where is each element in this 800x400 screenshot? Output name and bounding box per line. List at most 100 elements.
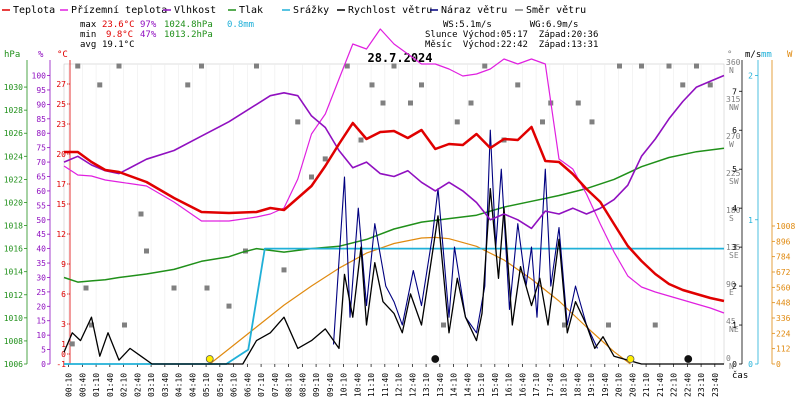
x-tick-label: 15:10 [477, 373, 486, 397]
hpa-tick-label: 1026 [4, 129, 23, 138]
dir-tick-compass: SE [729, 251, 739, 260]
dir-tick-degree: 180 [726, 206, 741, 215]
x-tick-label: 16:40 [518, 373, 527, 397]
solar-tick-label: 672 [776, 268, 791, 277]
hpa-tick-label: 1008 [4, 337, 23, 346]
hpa-tick-label: 1022 [4, 175, 23, 184]
temp-tick-label: 23 [56, 120, 66, 129]
x-tick-label: 20:40 [628, 373, 637, 397]
temp-tick-label: 9 [61, 260, 66, 269]
series-line-vlhkost [63, 74, 725, 230]
x-tick-label: 01:10 [92, 373, 101, 397]
series-line-teplota [64, 121, 725, 303]
dir-tick-degree: 225 [726, 169, 741, 178]
x-tick-label: 18:10 [560, 373, 569, 397]
hpa-tick-label: 1014 [4, 268, 23, 277]
temp-tick-label: 25 [56, 100, 66, 109]
x-tick-label: 12:10 [395, 373, 404, 397]
wind-direction-point [69, 341, 75, 347]
pct-tick-label: 45 [36, 230, 46, 239]
legend-label-rychlost-vetru: Rychlost větru [348, 4, 432, 16]
x-tick-label: 21:40 [656, 373, 665, 397]
dir-tick-compass: N [729, 362, 734, 371]
dir-tick-degree: 135 [726, 243, 741, 252]
series-line-srazky [64, 247, 724, 365]
x-tick-label: 19:10 [587, 373, 596, 397]
stats-min-label: min [80, 30, 96, 40]
unit-percent: % [38, 50, 44, 60]
legend-label-teplota: Teplota [13, 5, 55, 16]
wind-direction-point [97, 82, 103, 88]
x-tick-label: 02:10 [120, 373, 129, 397]
solar-tick-label: 112 [776, 345, 791, 354]
x-tick-label: 07:40 [271, 373, 280, 397]
unit-mm: mm [761, 50, 772, 60]
wind-tick-label: 6 [732, 126, 737, 135]
stats-max-press: 1024.8hPa [164, 20, 213, 30]
pct-tick-label: 10 [36, 331, 46, 340]
x-tick-label: 01:40 [106, 373, 115, 397]
wind-direction-point [358, 137, 364, 143]
solar-tick-label: 784 [776, 253, 791, 262]
x-tick-label: 11:40 [381, 373, 390, 397]
x-tick-label: 14:10 [450, 373, 459, 397]
unit-ms: m/s [745, 50, 761, 60]
solar-tick-label: 560 [776, 283, 791, 292]
info-wind: WS:5.1m/s WG:6.9m/s [443, 20, 578, 30]
pct-tick-label: 35 [36, 259, 46, 268]
wind-direction-point [171, 285, 177, 291]
x-tick-label: 13:40 [436, 373, 445, 397]
wind-direction-point [226, 303, 232, 309]
temp-tick-label: 27 [56, 80, 66, 89]
pct-tick-label: 80 [36, 129, 46, 138]
chart-title: 28.7.2024 [367, 51, 432, 65]
x-tick-label: 22:40 [683, 373, 692, 397]
wind-direction-point [199, 63, 204, 69]
stats-min-temp: 9.8°C [106, 30, 133, 40]
stats-max-rain: 0.8mm [227, 20, 254, 30]
wind-direction-point [707, 82, 713, 88]
x-tick-label: 13:10 [422, 373, 431, 397]
hpa-tick-label: 1016 [4, 245, 23, 254]
wind-direction-point [116, 63, 122, 69]
info-moon: Měsíc Východ:22:42 Západ:13:31 [425, 40, 598, 50]
temp-tick-label: 17 [56, 180, 66, 189]
pct-tick-label: 25 [36, 288, 46, 297]
pct-tick-label: 65 [36, 173, 46, 182]
wind-direction-point [185, 82, 191, 88]
series-line-naraz-vetru [332, 129, 598, 349]
wind-tick-label: 5 [732, 165, 737, 174]
x-tick-label: 10:10 [340, 373, 349, 397]
pct-tick-label: 30 [36, 273, 46, 282]
wind-direction-point [680, 82, 686, 88]
wind-direction-point [391, 63, 397, 69]
x-tick-label: 21:10 [642, 373, 651, 397]
markers-layer [205, 355, 693, 363]
pct-tick-label: 90 [36, 100, 46, 109]
dir-tick-compass: W [729, 140, 734, 149]
wind-direction-point [408, 100, 413, 106]
x-tick-label: 12:40 [408, 373, 417, 397]
legend-label-vlhkost: Vlhkost [174, 5, 216, 16]
x-tick-label: 17:40 [546, 373, 555, 397]
wind-tick-label: 0 [732, 360, 737, 369]
stats-max-label: max [80, 20, 97, 30]
wind-direction-point [454, 119, 460, 125]
pct-tick-label: 20 [36, 302, 46, 311]
wind-direction-point [666, 63, 672, 69]
solar-tick-label: 0 [776, 360, 781, 369]
wind-direction-point [694, 63, 699, 69]
x-tick-label: 00:40 [78, 373, 87, 397]
legend-label-prizemni-teplota: Přízemní teplota [71, 4, 167, 16]
solar-tick-label: 1008 [776, 222, 795, 231]
dir-tick-degree: 315 [726, 95, 741, 104]
x-tick-label: 05:40 [216, 373, 225, 397]
series-line-tlak [63, 147, 725, 283]
wind-direction-point [75, 63, 81, 69]
dir-tick-compass: N [729, 66, 734, 75]
solar-tick-label: 224 [776, 329, 791, 338]
x-tick-label: 18:40 [573, 373, 582, 397]
temp-tick-label: 1 [61, 340, 66, 349]
wind-direction-point [441, 322, 446, 328]
wind-direction-point [419, 82, 424, 88]
